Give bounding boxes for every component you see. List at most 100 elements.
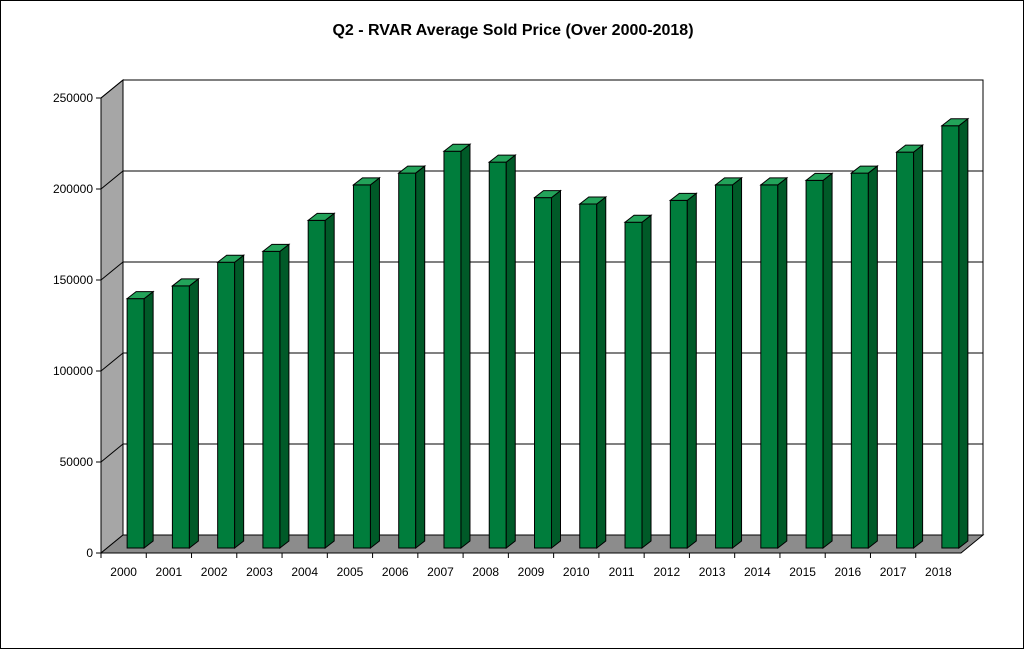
bar [170, 277, 200, 550]
bar-front [534, 197, 552, 549]
bar-front [488, 161, 507, 549]
bar-top [895, 144, 925, 153]
bar-top [714, 177, 744, 186]
y-tick-label: 50000 [60, 455, 94, 469]
x-tick-label: 2013 [699, 565, 726, 579]
bar-front [262, 250, 281, 549]
bar [533, 189, 562, 550]
x-tick-label: 2007 [427, 565, 454, 579]
bar [261, 243, 291, 550]
x-tick-label: 2005 [337, 565, 364, 579]
bar-side [460, 143, 471, 550]
y-tick-label: 150000 [53, 273, 93, 287]
bar-side [505, 154, 516, 550]
bar-side [777, 176, 788, 550]
bar-front [352, 184, 371, 549]
bar-front [171, 285, 190, 549]
bar-side [867, 165, 878, 550]
bar [397, 165, 427, 550]
x-tick-label: 2016 [834, 565, 861, 579]
bar-top [668, 192, 698, 201]
bar-front [760, 184, 779, 549]
bar-top [216, 254, 246, 263]
bar-top [487, 154, 517, 163]
y-tick-label: 100000 [53, 364, 93, 378]
bar-side [913, 144, 924, 550]
bar-front [896, 151, 915, 549]
bar-top [351, 177, 381, 186]
bar-top [397, 165, 427, 174]
bar-front [579, 203, 598, 549]
bar-side [415, 165, 426, 550]
x-tick-label: 2015 [789, 565, 816, 579]
bar-front [624, 221, 643, 549]
bar [578, 195, 608, 550]
bar-top [125, 291, 155, 300]
bar-top [306, 212, 336, 221]
bar-side [188, 277, 199, 550]
gridline [100, 170, 983, 190]
bar [306, 212, 336, 550]
bar-top [759, 177, 789, 186]
bar-top [533, 190, 562, 199]
x-tick-label: 2017 [880, 565, 907, 579]
x-tick-label: 2010 [563, 565, 590, 579]
bar-front [398, 172, 417, 549]
x-tick-label: 2014 [744, 565, 771, 579]
bar-side [686, 192, 697, 550]
bar-side [958, 117, 969, 550]
bar-side [143, 290, 154, 550]
x-tick-label: 2000 [110, 565, 137, 579]
chart-title: Q2 - RVAR Average Sold Price (Over 2000-… [332, 22, 693, 39]
x-tick-label: 2011 [609, 565, 635, 579]
y-tick-label: 200000 [53, 182, 93, 196]
x-tick-label: 2004 [291, 565, 318, 579]
bar-side [369, 176, 380, 550]
bar-top [623, 214, 653, 223]
y-tick-label: 0 [86, 546, 93, 560]
bar [849, 165, 879, 550]
x-axis-ticks: 2000 2001 2002 2003 2004 2005 2006 2007 2008 2009… [100, 552, 961, 579]
side-wall [100, 78, 124, 555]
bar-side [324, 212, 335, 550]
bar [216, 254, 246, 550]
x-tick-label: 2018 [925, 565, 952, 579]
bar [623, 214, 653, 550]
bar-front [669, 199, 688, 549]
bar [804, 172, 834, 550]
x-tick-label: 2006 [382, 565, 409, 579]
bar-side [641, 214, 652, 550]
bar-front [941, 125, 960, 549]
bar-side [551, 189, 561, 550]
bar-front [715, 184, 734, 549]
y-tick-label: 250000 [53, 91, 93, 105]
bars [125, 117, 970, 550]
gridline [100, 79, 983, 99]
bar-top [849, 165, 879, 174]
bar [940, 117, 970, 550]
bar [125, 290, 155, 550]
bar [668, 192, 698, 550]
bar-front [307, 219, 326, 549]
bar-side [279, 243, 290, 550]
x-tick-label: 2012 [653, 565, 680, 579]
x-tick-label: 2008 [472, 565, 499, 579]
bar-side [596, 195, 607, 550]
bar-front [443, 150, 462, 549]
bar-top [804, 172, 834, 181]
y-axis-ticks: 0 50000 100000 150000 200000 250000 [53, 91, 102, 560]
bar [442, 143, 472, 550]
bar-top [170, 278, 200, 287]
bar-side [234, 254, 245, 550]
bar-front [805, 179, 824, 549]
bar [895, 144, 925, 550]
bar [351, 176, 381, 550]
x-tick-label: 2003 [246, 565, 273, 579]
bar [714, 176, 744, 550]
bar-top [940, 118, 970, 127]
bar-front [126, 298, 145, 549]
x-tick-label: 2009 [518, 565, 545, 579]
bar-side [732, 176, 743, 550]
bar-front [217, 261, 236, 549]
